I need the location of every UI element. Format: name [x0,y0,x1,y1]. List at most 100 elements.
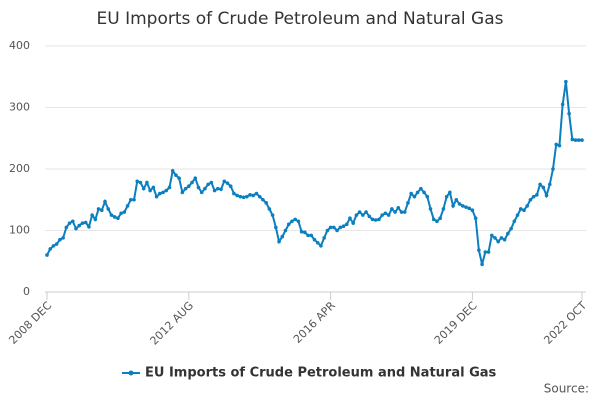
point [225,181,230,185]
point [293,217,297,222]
point [357,210,362,214]
point [87,225,91,229]
point [419,186,423,191]
point [74,226,78,231]
point [257,194,262,199]
point [199,190,204,195]
point [138,180,143,185]
legend-label: EU Imports of Crude Petroleum and Natura… [145,366,497,381]
point [148,188,152,193]
point [412,194,417,199]
point [448,190,452,195]
point [322,236,326,240]
point [132,197,136,202]
point [467,206,471,211]
point [406,201,410,205]
point [277,239,281,244]
point [325,228,330,233]
point [457,202,462,206]
point [312,237,317,242]
point [506,231,510,236]
point [51,244,56,248]
point [580,138,584,142]
point [425,194,430,199]
point [83,220,88,225]
point [328,225,333,230]
point [473,216,478,220]
point [116,216,120,220]
point [576,138,581,142]
point [399,210,404,214]
point [267,207,272,211]
point [499,236,504,240]
point [422,190,426,195]
point [67,221,72,225]
point [332,225,336,230]
point [264,201,268,205]
point [58,237,62,242]
point [402,210,407,214]
point [219,187,223,192]
point [409,191,413,196]
x-tick-label: 2016 APR [291,299,338,346]
point [396,205,401,210]
point [573,138,578,142]
point [164,188,169,193]
point [335,228,339,233]
point [290,219,294,224]
point [80,221,85,225]
point [431,217,436,222]
x-tick-label: 2022 OCT [541,299,589,347]
point [480,262,484,267]
point [296,219,301,224]
point [386,213,391,217]
point [528,197,533,202]
point [170,169,175,173]
point [547,182,552,187]
point [348,216,352,220]
point [393,210,397,214]
point [377,217,381,222]
source: Source: [544,382,589,396]
point [280,234,285,239]
point [518,207,523,211]
point [135,179,140,184]
point [248,193,252,197]
y-tick-label: 400 [9,39,30,52]
point [538,182,542,187]
point [522,208,526,213]
x-tick-label: 2008 DEC [6,299,54,347]
point [361,213,365,217]
x-tick-label: 2012 AUG [148,299,197,348]
point [145,180,149,185]
point [483,250,488,254]
x-tick-label: 2019 DEC [432,299,480,347]
point [112,215,117,219]
point [212,188,217,193]
point [45,253,49,257]
point [177,176,181,181]
point [109,213,114,217]
point [190,180,194,185]
point [70,219,75,224]
point [241,195,246,200]
point [564,79,568,84]
point [235,193,239,198]
legend-marker [128,370,134,376]
point [367,214,372,219]
point [206,182,210,187]
point [380,213,384,217]
point [544,193,549,198]
point [460,204,465,208]
point [509,226,513,231]
point [254,191,259,196]
point [141,186,146,191]
point [341,224,346,228]
point [444,194,449,199]
point [96,207,101,211]
point [451,204,455,208]
y-tick-label: 200 [9,162,30,175]
point [161,190,165,195]
point [106,207,111,211]
